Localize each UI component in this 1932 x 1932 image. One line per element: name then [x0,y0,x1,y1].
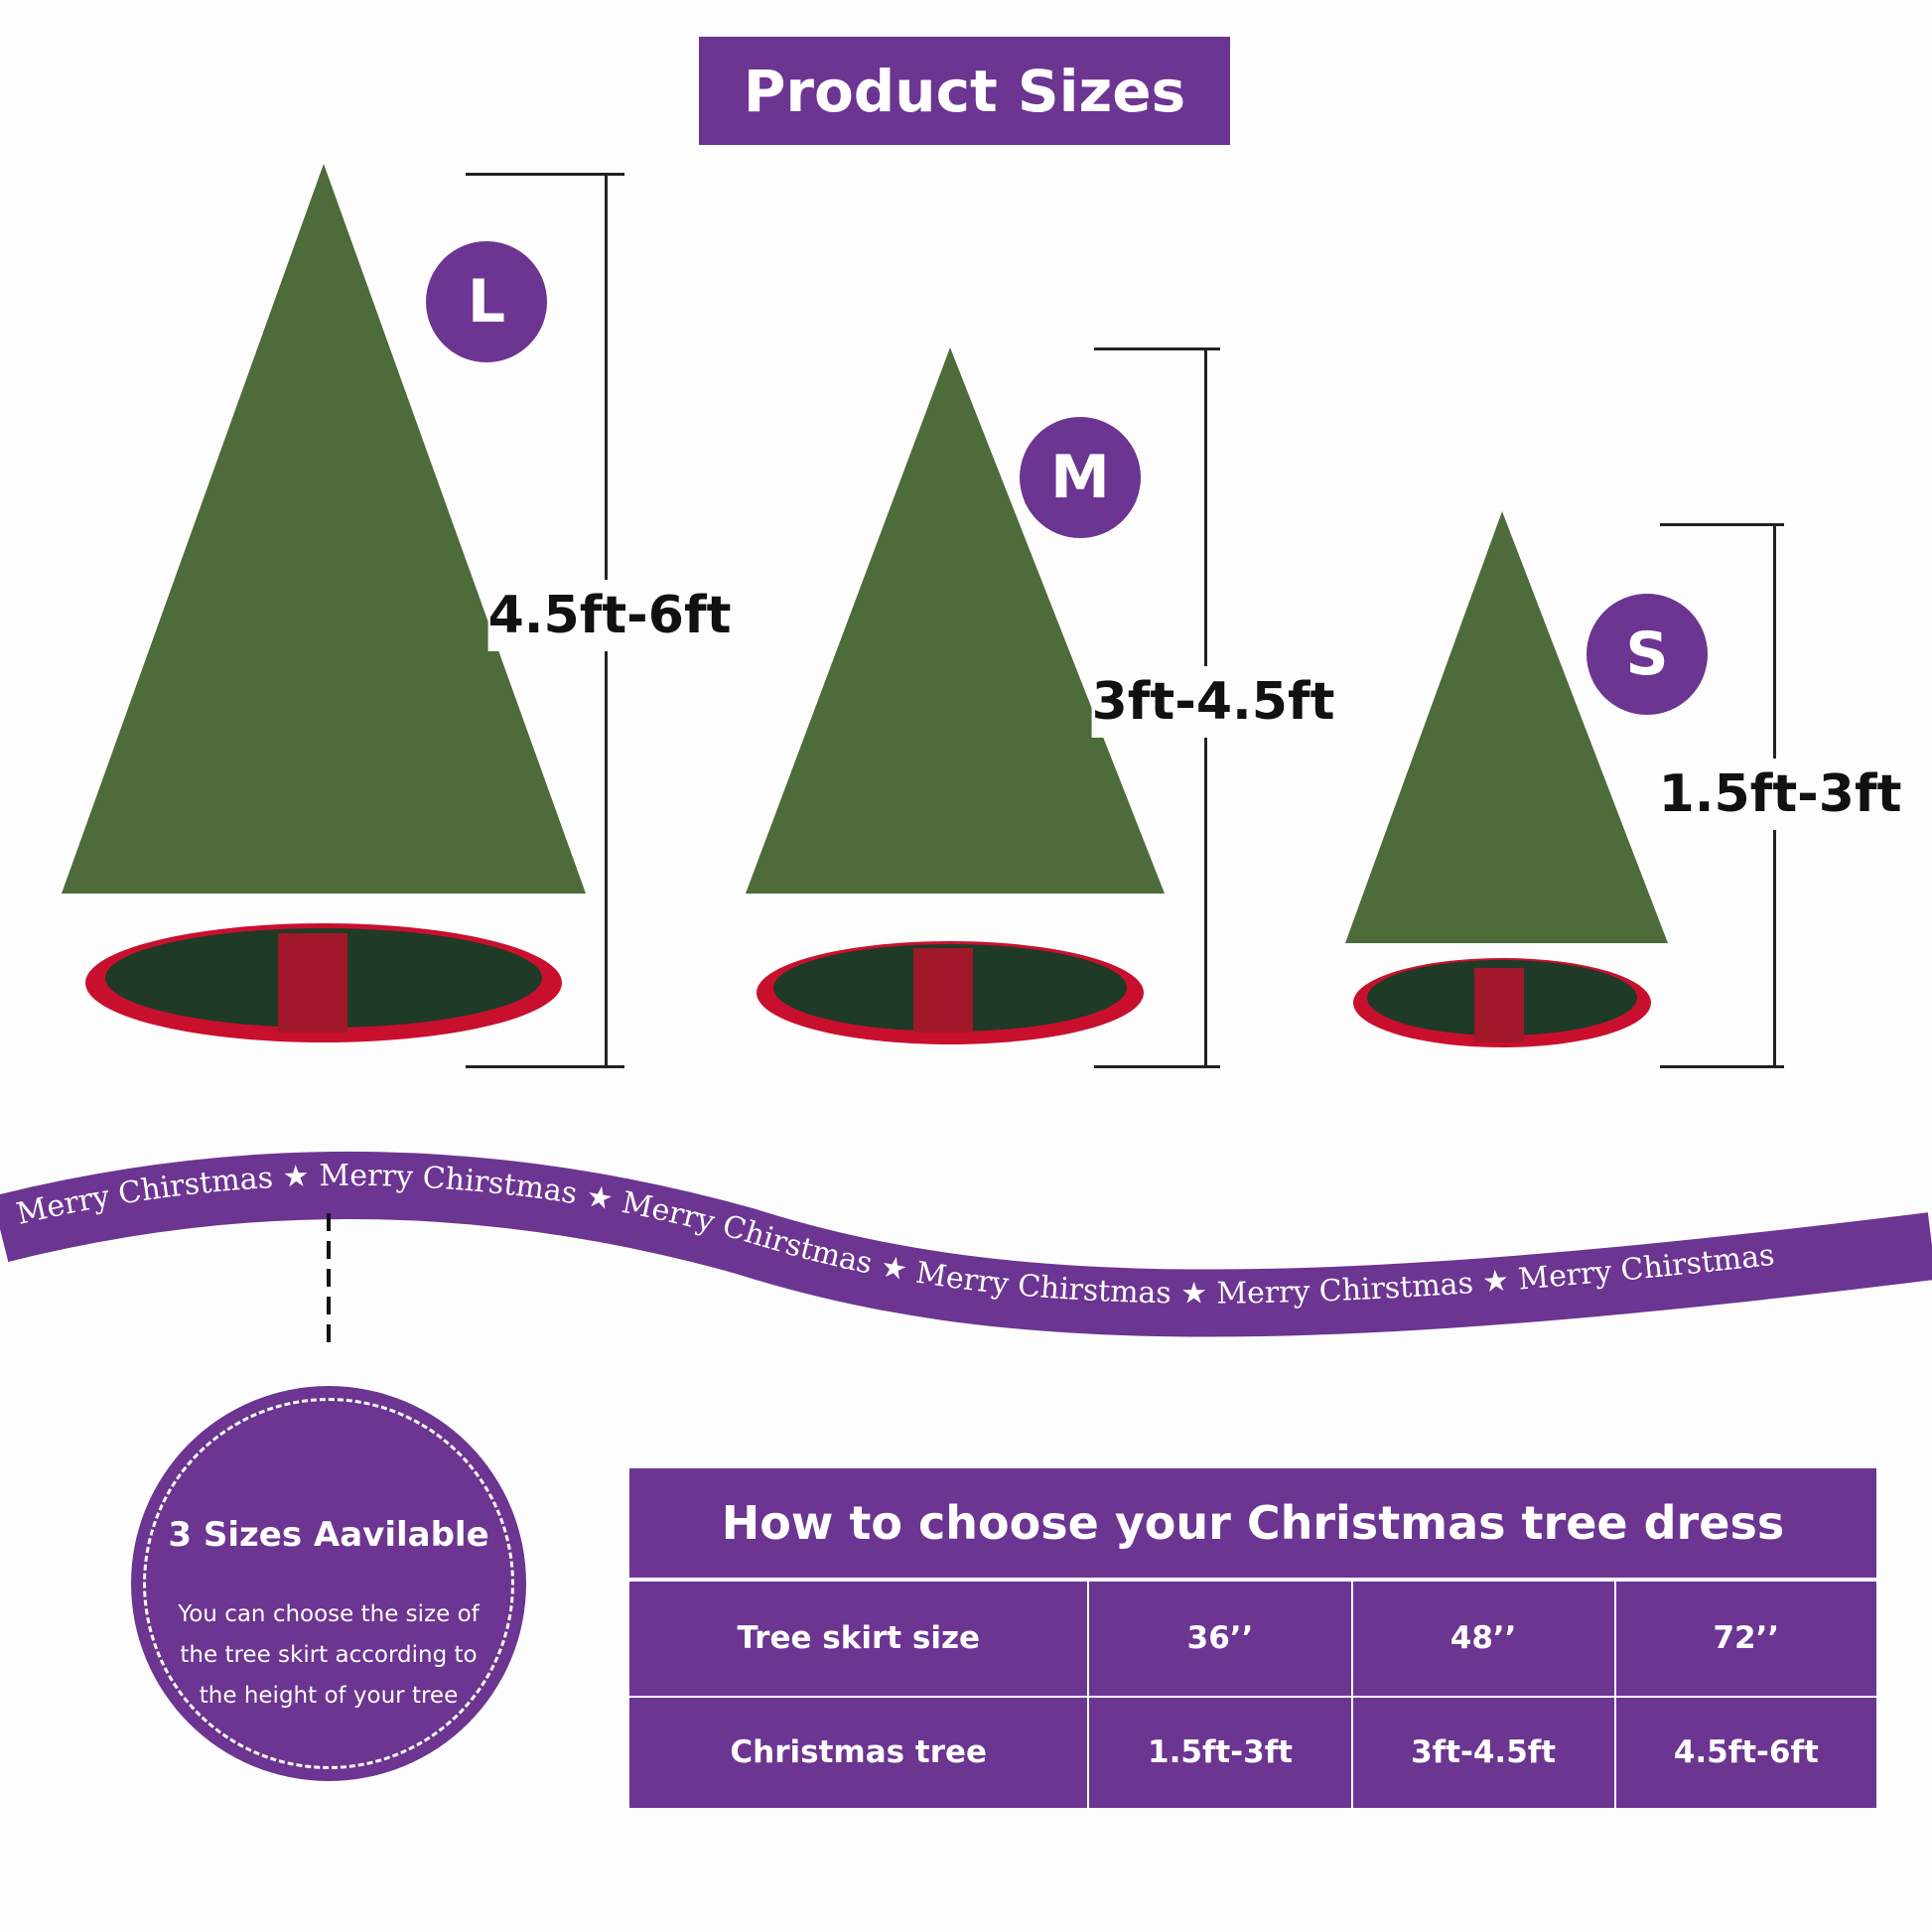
table-row: Christmas tree 1.5ft-3ft 3ft-4.5ft 4.5ft… [629,1696,1876,1808]
table-cell: 72’’ [1613,1580,1876,1698]
height-label-m: 3ft-4.5ft [1091,666,1335,738]
table-title: How to choose your Christmas tree dress [629,1468,1876,1582]
dashed-border [143,1398,514,1769]
dimension-tick [466,1065,624,1068]
row-label: Tree skirt size [629,1580,1090,1698]
row-label: Christmas tree [629,1696,1090,1808]
size-guide-table: How to choose your Christmas tree dress … [629,1468,1876,1808]
dimension-tick [1094,1065,1220,1068]
dimension-tick [466,173,624,176]
table-cell: 3ft-4.5ft [1350,1696,1616,1808]
table-cell: 1.5ft-3ft [1087,1696,1353,1808]
dimension-tick [1660,1065,1784,1068]
table-cell: 48’’ [1350,1580,1616,1698]
tree-small [1345,511,1668,1047]
tree-medium [746,347,1165,1044]
ribbon [0,1151,1932,1337]
table-cell: 36’’ [1087,1580,1353,1698]
size-badge-m: M [1020,417,1141,538]
tree-large [62,164,586,1042]
size-badge-s: S [1587,594,1708,715]
callout-body: You can choose the size of the tree skir… [178,1601,480,1709]
table-cell: 4.5ft-6ft [1613,1696,1876,1808]
sizes-available-callout: 3 Sizes Aavilable You can choose the siz… [131,1386,526,1781]
size-badge-l: L [426,241,547,362]
callout-title: 3 Sizes Aavilable [168,1515,489,1555]
page-title: Product Sizes [699,37,1230,145]
dimension-tick [1094,347,1220,350]
height-label-s: 1.5ft-3ft [1658,759,1902,830]
table-row: Tree skirt size 36’’ 48’’ 72’’ [629,1580,1876,1698]
height-label-l: 4.5ft-6ft [487,580,732,651]
dimension-tick [1660,523,1784,526]
